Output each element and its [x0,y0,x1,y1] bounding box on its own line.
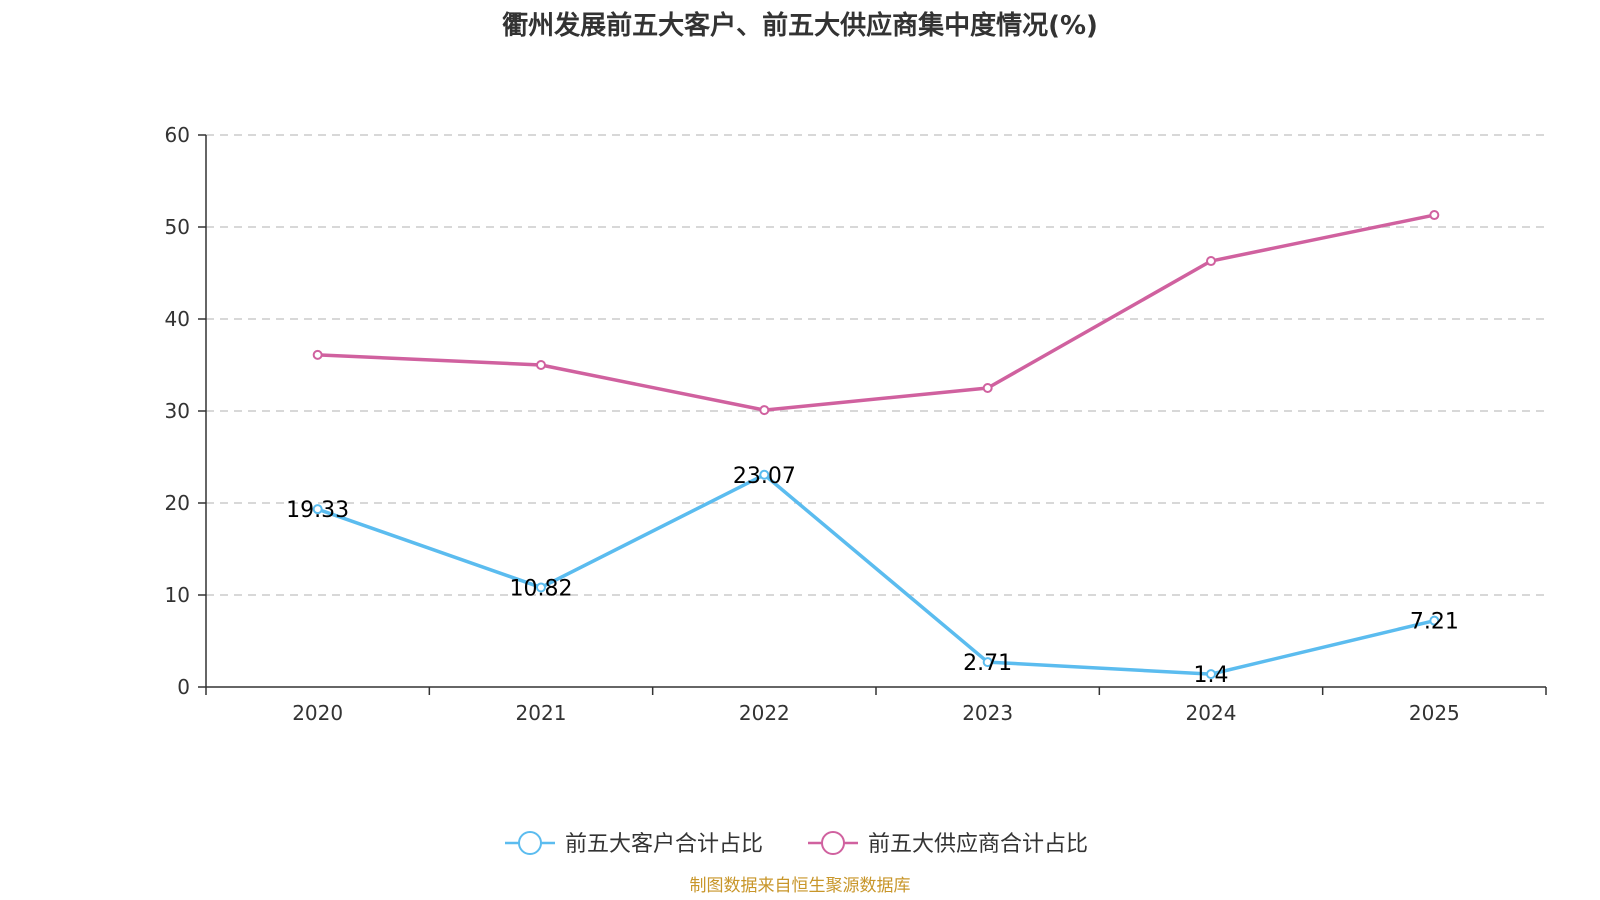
grid-lines [206,134,1546,596]
y-tick-label: 60 [165,123,190,147]
data-point-1-2023[interactable] [982,383,993,393]
data-label-2023: 2.71 [963,651,1012,676]
data-point-1-2020[interactable] [312,349,323,360]
data-label-2020: 19.33 [286,498,349,523]
data-label-2025: 7.21 [1410,610,1459,635]
legend[interactable]: 前五大客户合计占比 前五大供应商合计占比 [505,831,1088,857]
x-tick-label-2023: 2023 [962,701,1013,725]
data-point-1-2025[interactable] [1429,210,1440,221]
x-tick-label-2022: 2022 [739,701,790,725]
x-tick-label-2024: 2024 [1186,701,1237,725]
legend-marker-1 [821,831,845,855]
data-point-0-2025[interactable] [1429,615,1440,626]
data-point-1-2022[interactable] [759,405,770,416]
x-tick-label-2020: 2020 [292,701,343,725]
legend-label-0: 前五大客户合计占比 [565,832,763,857]
y-tick-label: 30 [165,399,190,423]
data-label-2022: 23.07 [733,464,796,489]
data-point-1-2024[interactable] [1206,256,1216,267]
series-line-0 [317,473,1435,676]
x-tick-label-2025: 2025 [1409,701,1460,725]
y-axis-ticks: 0 10 20 30 40 50 60 [165,123,206,699]
legend-label-1: 前五大供应商合计占比 [868,832,1088,857]
data-labels: 19.33 10.82 23.07 2.71 1.4 7.21 [286,464,1459,688]
x-axis-ticks: 2020 2021 2022 2023 2024 2025 [205,687,1547,725]
data-point-1-2021[interactable] [536,360,546,370]
series-line-1 [317,213,1435,412]
legend-marker-0 [518,831,542,855]
data-point-0-2023[interactable] [982,657,993,668]
series-group [312,210,1440,680]
y-tick-label: 20 [165,491,190,515]
data-point-0-2024[interactable] [1206,669,1216,680]
chart-title: 衢州发展前五大客户、前五大供应商集中度情况(%) [502,10,1098,41]
y-tick-label: 0 [177,675,190,699]
y-tick-label: 40 [165,307,190,331]
legend-item-0[interactable]: 前五大客户合计占比 [505,831,763,857]
source-note: 制图数据来自恒生聚源数据库 [690,876,911,896]
data-point-0-2022[interactable] [759,469,770,480]
data-point-0-2020[interactable] [312,504,323,515]
y-tick-label: 10 [165,583,190,607]
data-label-2021: 10.82 [510,576,573,601]
data-point-0-2021[interactable] [536,582,546,593]
y-tick-label: 50 [165,215,190,239]
data-label-2024: 1.4 [1194,663,1229,688]
x-tick-label-2021: 2021 [516,701,567,725]
legend-item-1[interactable]: 前五大供应商合计占比 [808,831,1088,857]
